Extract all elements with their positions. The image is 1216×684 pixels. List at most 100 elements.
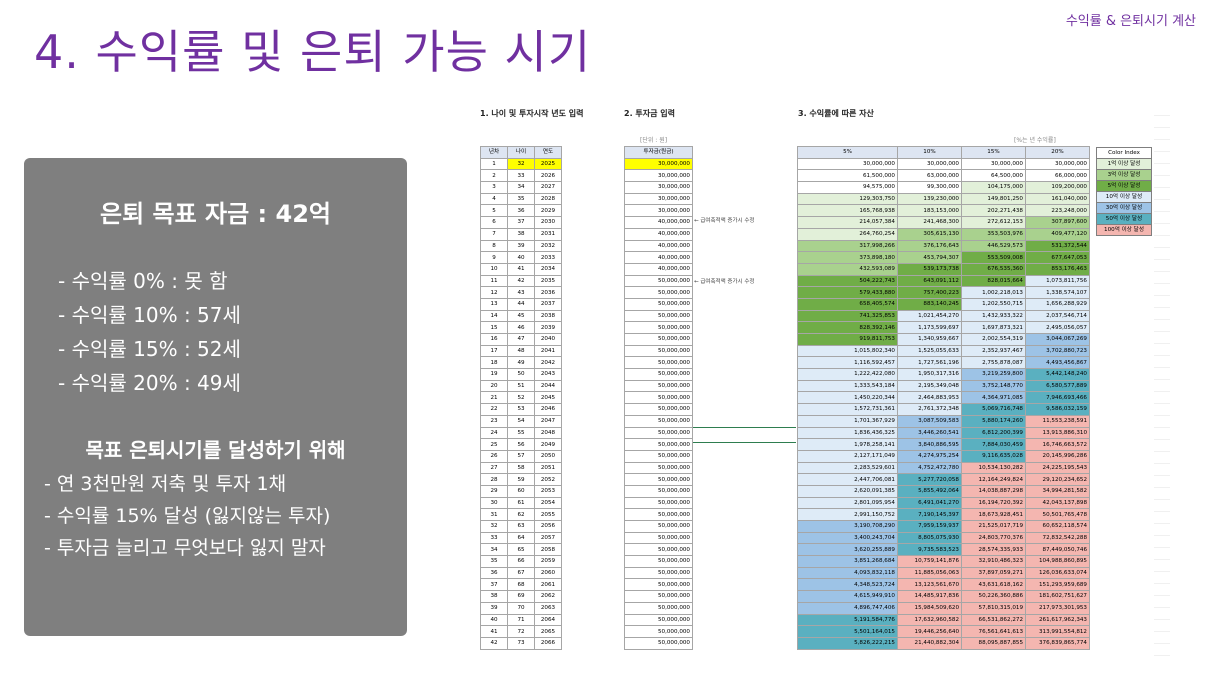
asset-20pct-cell: 181,602,751,627 xyxy=(1026,591,1090,603)
table-row: 50,000,000 xyxy=(625,380,693,392)
table-row: 3,851,268,684 10,759,141,876 32,910,486,32… xyxy=(798,556,1090,568)
table-row: 50,000,000 xyxy=(625,439,693,451)
asset-10pct-cell: 241,468,300 xyxy=(898,217,962,229)
asset-20pct-cell: 531,372,544 xyxy=(1026,240,1090,252)
table-row: 30,000,000 xyxy=(625,182,693,194)
spreadsheet: 1. 나이 및 투자시작 년도 입력 2. 투자금 입력 3. 수익률에 따른 … xyxy=(480,104,1170,664)
asset-5pct-cell: 2,283,529,601 xyxy=(798,462,898,474)
invest-table: 투자금(원금) 30,000,000 30,000,000 30,000,000 30… xyxy=(624,146,693,650)
table-row: 50,000,000 xyxy=(625,509,693,521)
year-cell: 2037 xyxy=(535,298,562,310)
invest-cell: 30,000,000 xyxy=(625,205,693,217)
year-cell: 2032 xyxy=(535,240,562,252)
table-row: 4,615,949,910 14,485,917,836 50,226,360,88… xyxy=(798,591,1090,603)
asset-10pct-cell: 1,340,959,667 xyxy=(898,334,962,346)
asset-20pct-cell: 313,991,554,812 xyxy=(1026,626,1090,638)
year-cell: 2043 xyxy=(535,369,562,381)
year-cell: 2052 xyxy=(535,474,562,486)
table-row: 1,333,543,184 2,195,349,048 3,752,148,770 6… xyxy=(798,380,1090,392)
age-cell: 66 xyxy=(508,556,535,568)
year-no-cell: 12 xyxy=(481,287,508,299)
year-cell: 2028 xyxy=(535,193,562,205)
table-row: 14 45 2038 xyxy=(481,310,562,322)
table-row: 50,000,000 xyxy=(625,626,693,638)
year-cell: 2059 xyxy=(535,556,562,568)
year-cell: 2057 xyxy=(535,532,562,544)
year-no-cell: 1 xyxy=(481,158,508,170)
table-row: 50,000,000 xyxy=(625,521,693,533)
age-cell: 32 xyxy=(508,158,535,170)
asset-10pct-cell: 17,632,960,582 xyxy=(898,614,962,626)
asset-10pct-cell: 3,446,260,541 xyxy=(898,427,962,439)
table-row: 50,000,000 xyxy=(625,637,693,649)
asset-15pct-cell: 16,194,720,392 xyxy=(962,497,1026,509)
table-row: 2,620,091,385 5,855,492,064 14,038,887,298… xyxy=(798,485,1090,497)
asset-15pct-cell: 43,631,618,162 xyxy=(962,579,1026,591)
invest-cell: 50,000,000 xyxy=(625,439,693,451)
age-cell: 71 xyxy=(508,614,535,626)
year-cell: 2035 xyxy=(535,275,562,287)
invest-cell: 50,000,000 xyxy=(625,404,693,416)
table-row: 50,000,000 xyxy=(625,345,693,357)
invest-cell: 50,000,000 xyxy=(625,369,693,381)
asset-10pct-cell: 757,400,223 xyxy=(898,287,962,299)
legend-row: 30억 이상 달성 xyxy=(1097,203,1152,214)
asset-5pct-cell: 264,760,254 xyxy=(798,228,898,240)
asset-5pct-cell: 1,015,802,340 xyxy=(798,345,898,357)
age-cell: 52 xyxy=(508,392,535,404)
asset-15pct-cell: 12,164,249,824 xyxy=(962,474,1026,486)
age-cell: 44 xyxy=(508,298,535,310)
annotation-note: ← 급여축적액 증가시 수정 xyxy=(694,216,754,224)
tip-item: - 투자금 늘리고 무엇보다 잃지 말자 xyxy=(44,532,330,564)
asset-20pct-cell: 16,746,663,572 xyxy=(1026,439,1090,451)
age-cell: 41 xyxy=(508,263,535,275)
invest-cell: 50,000,000 xyxy=(625,450,693,462)
asset-20pct-cell: 2,495,056,057 xyxy=(1026,322,1090,334)
asset-20pct-cell: 104,988,860,895 xyxy=(1026,556,1090,568)
invest-cell: 30,000,000 xyxy=(625,182,693,194)
col-header-20pct: 20% xyxy=(1026,147,1090,159)
asset-5pct-cell: 30,000,000 xyxy=(798,158,898,170)
invest-cell: 50,000,000 xyxy=(625,567,693,579)
asset-10pct-cell: 99,300,000 xyxy=(898,182,962,194)
asset-10pct-cell: 8,805,075,930 xyxy=(898,532,962,544)
table-row: 432,593,089 539,173,738 676,535,360 853,176… xyxy=(798,263,1090,275)
age-cell: 63 xyxy=(508,521,535,533)
age-cell: 43 xyxy=(508,287,535,299)
asset-5pct-cell: 94,575,000 xyxy=(798,182,898,194)
year-no-cell: 28 xyxy=(481,474,508,486)
table-row: 32 63 2056 xyxy=(481,521,562,533)
asset-10pct-cell: 883,140,245 xyxy=(898,298,962,310)
table-row: 11 42 2035 xyxy=(481,275,562,287)
legend-row: 5억 이상 달성 xyxy=(1097,181,1152,192)
year-no-cell: 11 xyxy=(481,275,508,287)
year-cell: 2053 xyxy=(535,485,562,497)
year-no-cell: 10 xyxy=(481,263,508,275)
asset-15pct-cell: 7,884,030,459 xyxy=(962,439,1026,451)
asset-5pct-cell: 1,450,220,344 xyxy=(798,392,898,404)
table-row: 50,000,000 xyxy=(625,357,693,369)
year-cell: 2066 xyxy=(535,637,562,649)
table-row: 30,000,000 xyxy=(625,193,693,205)
legend-item: 5억 이상 달성 xyxy=(1097,181,1152,192)
table-row: 15 46 2039 xyxy=(481,322,562,334)
table-row: 2,127,171,049 4,274,975,254 9,116,635,028 2… xyxy=(798,450,1090,462)
col-header-5pct: 5% xyxy=(798,147,898,159)
invest-cell: 50,000,000 xyxy=(625,532,693,544)
table-row: 30,000,000 xyxy=(625,170,693,182)
table-row: 10 41 2034 xyxy=(481,263,562,275)
asset-15pct-cell: 446,529,573 xyxy=(962,240,1026,252)
table-row: 61,500,000 63,000,000 64,500,000 66,000,000 xyxy=(798,170,1090,182)
asset-15pct-cell: 5,880,174,260 xyxy=(962,415,1026,427)
table-row: 18 49 2042 xyxy=(481,357,562,369)
asset-15pct-cell: 64,500,000 xyxy=(962,170,1026,182)
year-no-cell: 15 xyxy=(481,322,508,334)
table-row: 1,015,802,340 1,525,055,633 2,352,937,467 3… xyxy=(798,345,1090,357)
invest-cell: 50,000,000 xyxy=(625,357,693,369)
table-row: 919,811,753 1,340,959,667 2,002,554,319 3,0… xyxy=(798,334,1090,346)
year-cell: 2064 xyxy=(535,614,562,626)
asset-15pct-cell: 57,810,315,019 xyxy=(962,602,1026,614)
legend-item: 1억 이상 달성 xyxy=(1097,159,1152,170)
tip-item: - 연 3천만원 저축 및 투자 1채 xyxy=(44,468,330,500)
retirement-goal: 은퇴 목표 자금 : 42억 xyxy=(24,194,407,229)
